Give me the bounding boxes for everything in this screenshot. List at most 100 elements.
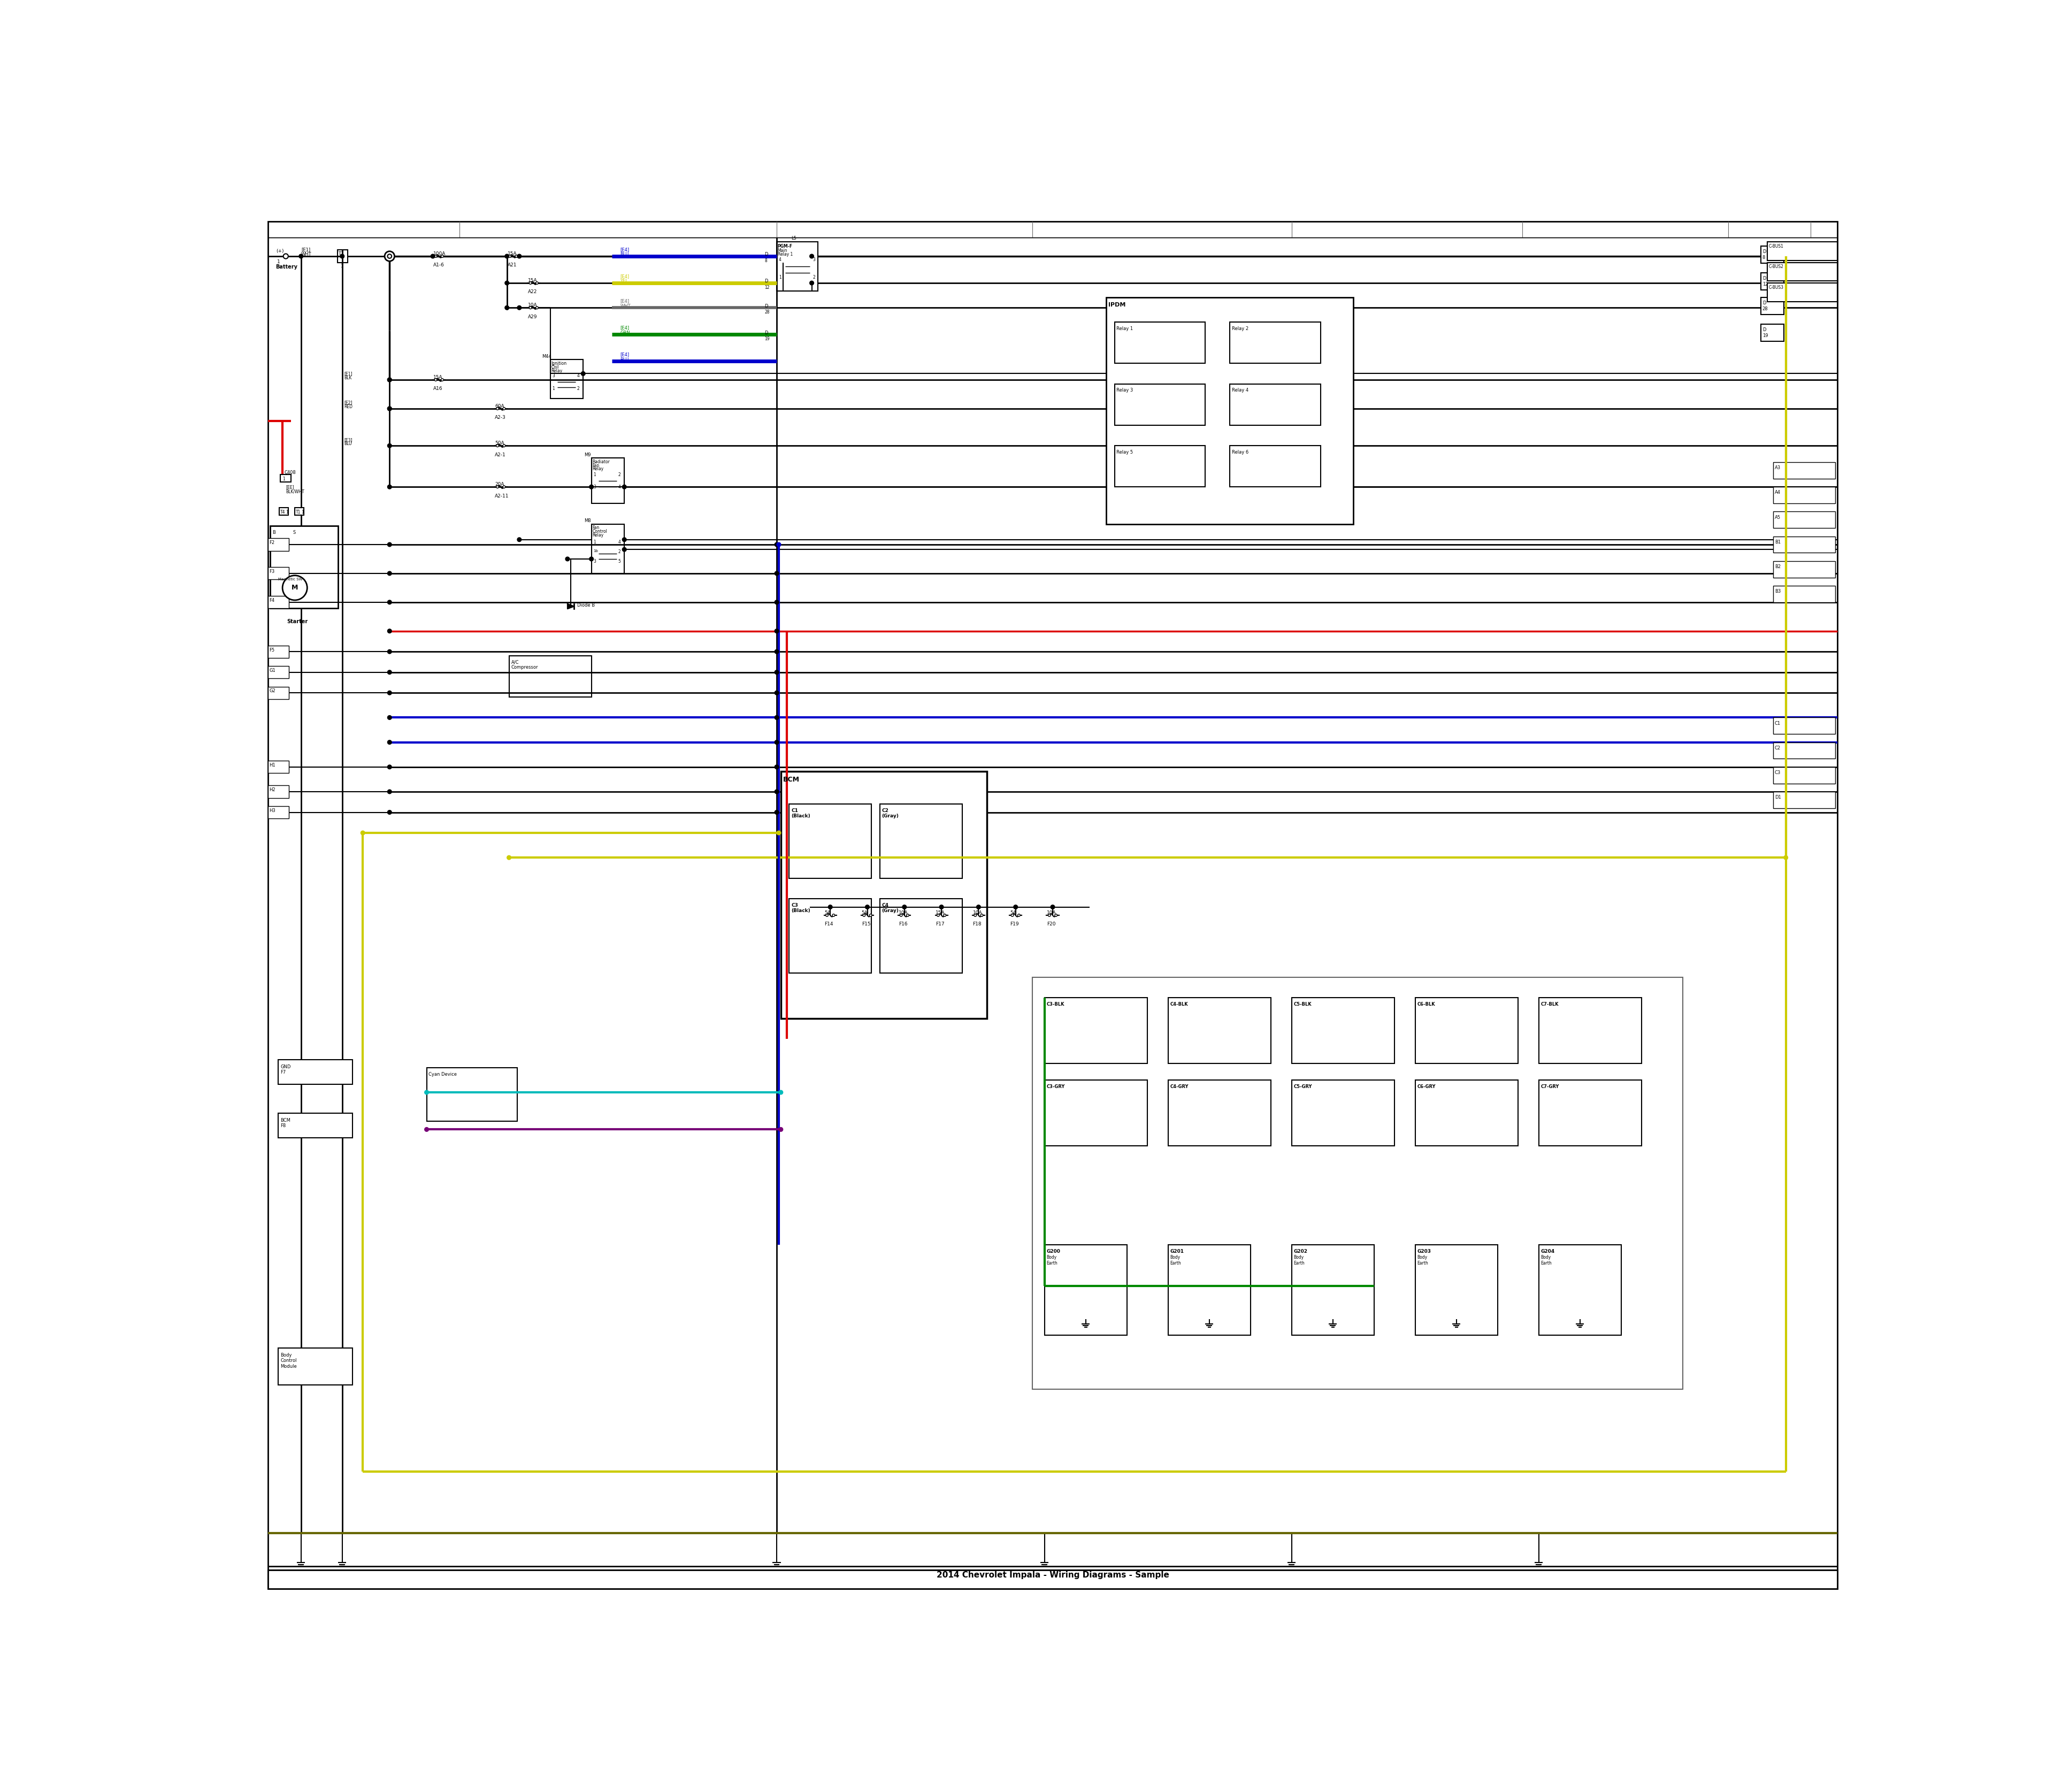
Text: Relay 6: Relay 6 — [1232, 450, 1249, 455]
Bar — [281, 475, 292, 482]
Text: A29: A29 — [528, 314, 538, 319]
Text: BLU: BLU — [345, 441, 351, 446]
Bar — [279, 1113, 353, 1138]
Text: Body
Earth: Body Earth — [1540, 1254, 1553, 1265]
Circle shape — [388, 790, 392, 794]
Circle shape — [906, 914, 910, 916]
Text: 4: 4 — [577, 373, 579, 378]
Text: M: M — [292, 584, 298, 591]
Circle shape — [388, 740, 392, 744]
Bar — [269, 538, 290, 550]
Text: D: D — [1762, 249, 1766, 254]
Text: Compressor: Compressor — [511, 665, 538, 670]
Text: BCM: BCM — [783, 776, 799, 783]
Text: [E4]: [E4] — [620, 274, 629, 280]
Circle shape — [341, 254, 345, 258]
Circle shape — [826, 914, 828, 916]
Text: H2: H2 — [269, 787, 275, 792]
Text: 1: 1 — [594, 473, 596, 477]
Text: 100A: 100A — [433, 251, 446, 256]
Bar — [1230, 323, 1321, 364]
Text: Body
Earth: Body Earth — [1171, 1254, 1181, 1265]
Text: C5-BLK: C5-BLK — [1294, 1002, 1313, 1007]
Text: Cyan Device: Cyan Device — [429, 1072, 458, 1077]
Bar — [1773, 767, 1834, 783]
Bar — [509, 656, 592, 697]
Bar — [592, 459, 624, 504]
Text: [E3]: [E3] — [345, 437, 353, 443]
Text: [E2]: [E2] — [345, 400, 353, 405]
Text: A/C: A/C — [511, 659, 520, 665]
Circle shape — [388, 765, 392, 769]
Text: BCM
F8: BCM F8 — [281, 1118, 290, 1129]
Text: 2: 2 — [813, 274, 815, 280]
Text: F5: F5 — [269, 647, 275, 652]
Text: [E4]: [E4] — [620, 353, 629, 357]
Text: C6-GRY: C6-GRY — [1417, 1084, 1436, 1090]
Text: M8: M8 — [583, 518, 592, 523]
Circle shape — [774, 649, 778, 654]
Text: C1: C1 — [1775, 720, 1781, 726]
Text: G201: G201 — [1171, 1249, 1183, 1254]
Circle shape — [388, 572, 392, 575]
Bar — [1538, 998, 1641, 1063]
Text: 2014 Chevrolet Impala - Wiring Diagrams - Sample: 2014 Chevrolet Impala - Wiring Diagrams … — [937, 1572, 1169, 1579]
Text: D: D — [1762, 328, 1766, 332]
Text: Magnetic SW: Magnetic SW — [279, 577, 302, 581]
Text: Body
Earth: Body Earth — [1294, 1254, 1304, 1265]
Circle shape — [503, 486, 505, 487]
Text: C6-BLK: C6-BLK — [1417, 1002, 1436, 1007]
Circle shape — [1011, 914, 1013, 916]
Circle shape — [388, 378, 392, 382]
Text: M44: M44 — [542, 355, 550, 358]
Circle shape — [565, 557, 569, 561]
Text: 8: 8 — [1762, 254, 1764, 260]
Text: M9: M9 — [583, 452, 592, 457]
Text: S: S — [294, 530, 296, 536]
Text: PGM-F: PGM-F — [778, 244, 793, 249]
Text: 3: 3 — [594, 486, 596, 489]
Text: B2: B2 — [1775, 564, 1781, 570]
Bar — [279, 1348, 353, 1385]
Bar — [1773, 586, 1834, 602]
Text: Relay 1: Relay 1 — [1117, 326, 1134, 332]
Bar — [1773, 462, 1834, 478]
Text: T1: T1 — [296, 509, 300, 514]
Circle shape — [518, 306, 522, 310]
Text: Relay 4: Relay 4 — [1232, 389, 1249, 392]
Circle shape — [622, 547, 626, 552]
Circle shape — [1017, 914, 1021, 916]
Text: Battery: Battery — [275, 265, 298, 271]
Text: 3: 3 — [553, 373, 555, 378]
Text: C7-BLK: C7-BLK — [1540, 1002, 1559, 1007]
Text: 15A: 15A — [507, 251, 518, 256]
Text: 4: 4 — [618, 486, 620, 489]
Text: 15A: 15A — [433, 375, 444, 380]
Text: C408: C408 — [286, 471, 296, 475]
Text: 1: 1 — [302, 509, 304, 514]
Text: 10A: 10A — [528, 303, 538, 308]
Text: D1: D1 — [1775, 796, 1781, 799]
Bar — [279, 1059, 353, 1084]
Text: Coil: Coil — [550, 366, 559, 369]
Text: F4: F4 — [269, 599, 275, 602]
Bar — [1169, 1245, 1251, 1335]
Circle shape — [622, 538, 626, 541]
Bar — [1043, 998, 1148, 1063]
Text: BLK: BLK — [345, 376, 351, 380]
Text: 15A: 15A — [528, 278, 538, 283]
Text: 19: 19 — [1762, 333, 1768, 339]
Circle shape — [943, 914, 947, 916]
Bar — [1760, 324, 1783, 342]
Text: F14: F14 — [824, 921, 834, 926]
Text: A1-6: A1-6 — [433, 263, 444, 267]
Circle shape — [497, 486, 499, 487]
Bar — [1538, 1081, 1641, 1145]
Text: G203: G203 — [1417, 1249, 1432, 1254]
Circle shape — [774, 765, 778, 769]
Bar — [789, 900, 871, 973]
Text: L5: L5 — [791, 235, 797, 240]
Circle shape — [283, 254, 288, 258]
Text: YEL: YEL — [620, 280, 629, 283]
Circle shape — [518, 538, 522, 541]
